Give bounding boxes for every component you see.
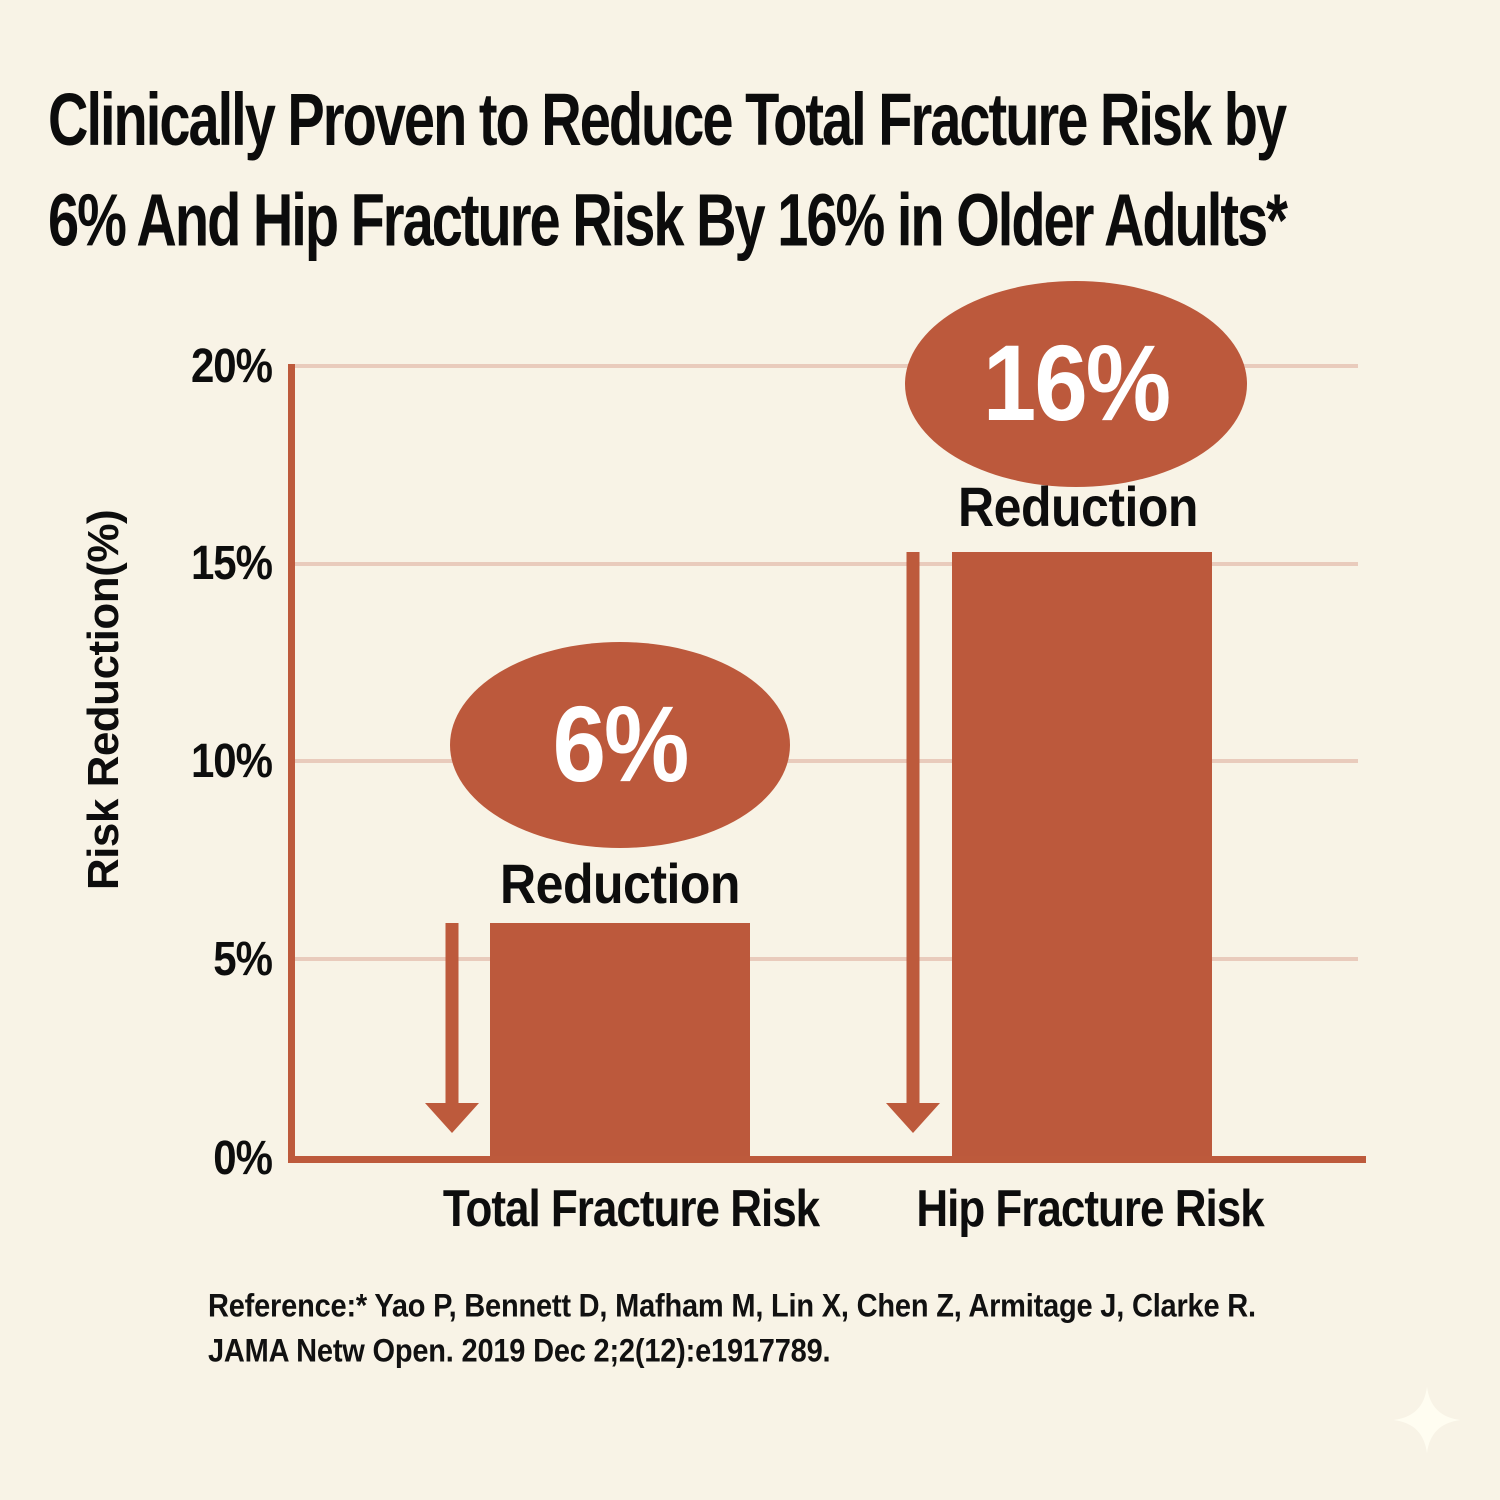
reduction-badge-hip: 16% [905, 281, 1247, 487]
y-tick-15: 15% [190, 535, 273, 590]
gridline-10pct [295, 759, 1358, 763]
y-tick-10: 10% [190, 733, 273, 788]
x-axis-line [288, 1156, 1366, 1163]
arrow-shaft [445, 922, 459, 1109]
y-axis-title: Risk Reduction(%) [79, 509, 128, 891]
reference-citation: Reference:* Yao P, Bennett D, Mafham M, … [208, 1284, 1458, 1374]
category-label-total-fracture-risk: Total Fracture Risk [442, 1180, 820, 1238]
page-title: Clinically Proven to Reduce Total Fractu… [48, 70, 1478, 271]
y-tick-20: 20% [190, 338, 273, 393]
gridline-20pct [295, 364, 1358, 368]
y-tick-0: 0% [213, 1130, 273, 1185]
reduction-label-total: Reduction [500, 852, 740, 916]
page-title-line-1: Clinically Proven to Reduce Total Fractu… [48, 77, 1287, 162]
reduction-badge-total: 6% [450, 642, 790, 848]
gridline-15pct [295, 562, 1358, 566]
badge-value: 16% [982, 323, 1171, 444]
arrow-head [425, 1102, 479, 1133]
down-arrow-icon [425, 922, 479, 1133]
sparkle-icon [1393, 1386, 1461, 1454]
page-title-line-2: 6% And Hip Fracture Risk By 16% in Older… [48, 178, 1288, 262]
down-arrow-icon [886, 551, 940, 1133]
y-axis-line [288, 364, 295, 1163]
bar-total-fracture-risk [490, 922, 750, 1156]
bar-hip-fracture-risk [952, 551, 1212, 1156]
reduction-label-hip: Reduction [958, 475, 1198, 539]
category-label-hip-fracture-risk: Hip Fracture Risk [916, 1180, 1264, 1238]
arrow-head [886, 1102, 940, 1133]
y-tick-5: 5% [213, 931, 273, 986]
reference-line-1: Reference:* Yao P, Bennett D, Mafham M, … [208, 1288, 1256, 1325]
badge-value: 6% [552, 684, 690, 805]
gridline-5pct [295, 957, 1358, 961]
arrow-shaft [906, 551, 920, 1109]
reference-line-2: JAMA Netw Open. 2019 Dec 2;2(12):e191778… [208, 1333, 831, 1370]
